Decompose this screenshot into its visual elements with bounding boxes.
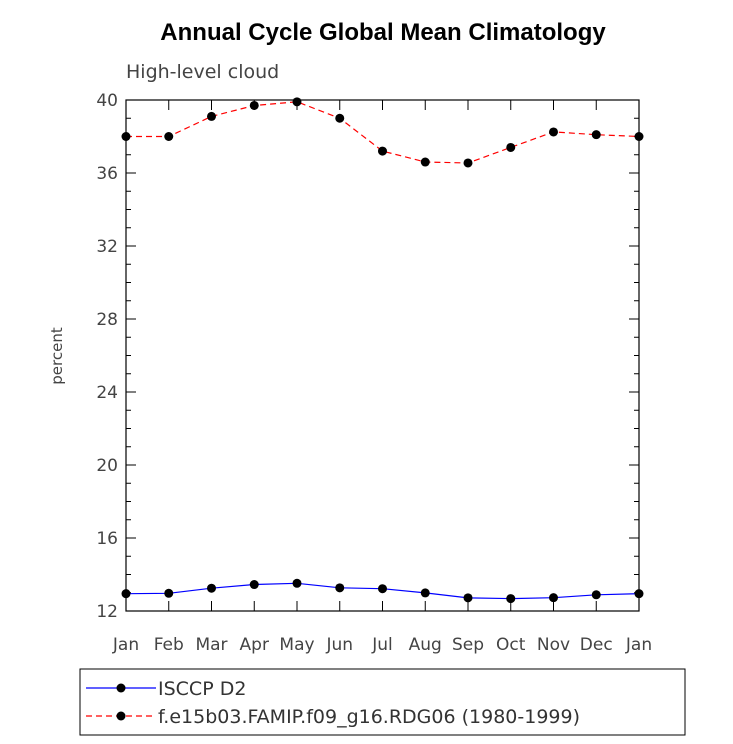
x-tick-label: Mar: [195, 635, 227, 655]
series-point: [292, 97, 302, 107]
series-point: [121, 589, 131, 599]
x-tick-label: Jul: [371, 635, 393, 655]
series-point: [121, 132, 131, 141]
x-tick-label: Dec: [580, 635, 613, 655]
series-point: [164, 132, 174, 141]
legend-box: [79, 668, 686, 736]
y-tick-label: 24: [96, 383, 118, 403]
legend-marker: [116, 683, 126, 693]
series-point: [292, 578, 302, 588]
legend-label: ISCCP D2: [158, 678, 246, 700]
y-tick-label: 16: [96, 529, 118, 549]
plot-area: 12 16 20 24 28 32 36 40 Jan Feb Mar Apr May Jun Jul Aug…: [96, 91, 652, 655]
x-tick-label: Feb: [154, 635, 184, 655]
y-tick-label: 12: [96, 602, 118, 622]
series-point: [335, 583, 345, 593]
x-tick-label: Apr: [240, 635, 269, 655]
series-point: [506, 142, 516, 152]
series-point: [591, 130, 601, 140]
series-point: [249, 580, 259, 590]
series-point: [463, 593, 473, 603]
series-point: [207, 111, 216, 121]
x-tick-label: Aug: [409, 635, 442, 655]
series-point: [378, 584, 387, 594]
series-point: [335, 113, 345, 123]
series-point: [249, 100, 259, 110]
chart-subtitle: High-level cloud: [126, 61, 279, 83]
series-point: [634, 132, 644, 141]
series-point: [463, 158, 473, 168]
x-tick-label: Sep: [452, 635, 484, 655]
y-tick-label: 36: [96, 164, 118, 184]
x-tick-label: Oct: [496, 635, 526, 655]
series-point: [591, 590, 601, 600]
x-tick-label: Jan: [625, 635, 652, 655]
series-point: [549, 127, 558, 137]
y-tick-label: 28: [96, 310, 118, 330]
legend-marker: [116, 711, 126, 721]
x-tick-label: Jan: [112, 635, 139, 655]
legend-label: f.e15b03.FAMIP.f09_g16.RDG06 (1980-1999): [158, 706, 580, 728]
y-axis-label: percent: [48, 327, 66, 385]
series-point: [420, 588, 430, 598]
series-point: [164, 588, 174, 598]
series-point: [506, 594, 516, 604]
series-point: [549, 593, 558, 603]
chart-title: Annual Cycle Global Mean Climatology: [160, 19, 606, 46]
y-tick-label: 20: [96, 456, 118, 476]
x-tick-label: May: [279, 635, 314, 655]
x-tick-label: Jun: [325, 635, 353, 655]
series-point: [420, 157, 430, 167]
series-point: [207, 583, 216, 593]
x-tick-label: Nov: [537, 635, 570, 655]
series-point: [378, 146, 387, 156]
y-tick-label: 40: [96, 91, 118, 111]
plot-frame: [125, 99, 640, 612]
series-point: [634, 589, 644, 599]
y-tick-label: 32: [96, 237, 118, 257]
legend: ISCCP D2 f.e15b03.FAMIP.f09_g16.RDG06 (19…: [79, 668, 686, 736]
